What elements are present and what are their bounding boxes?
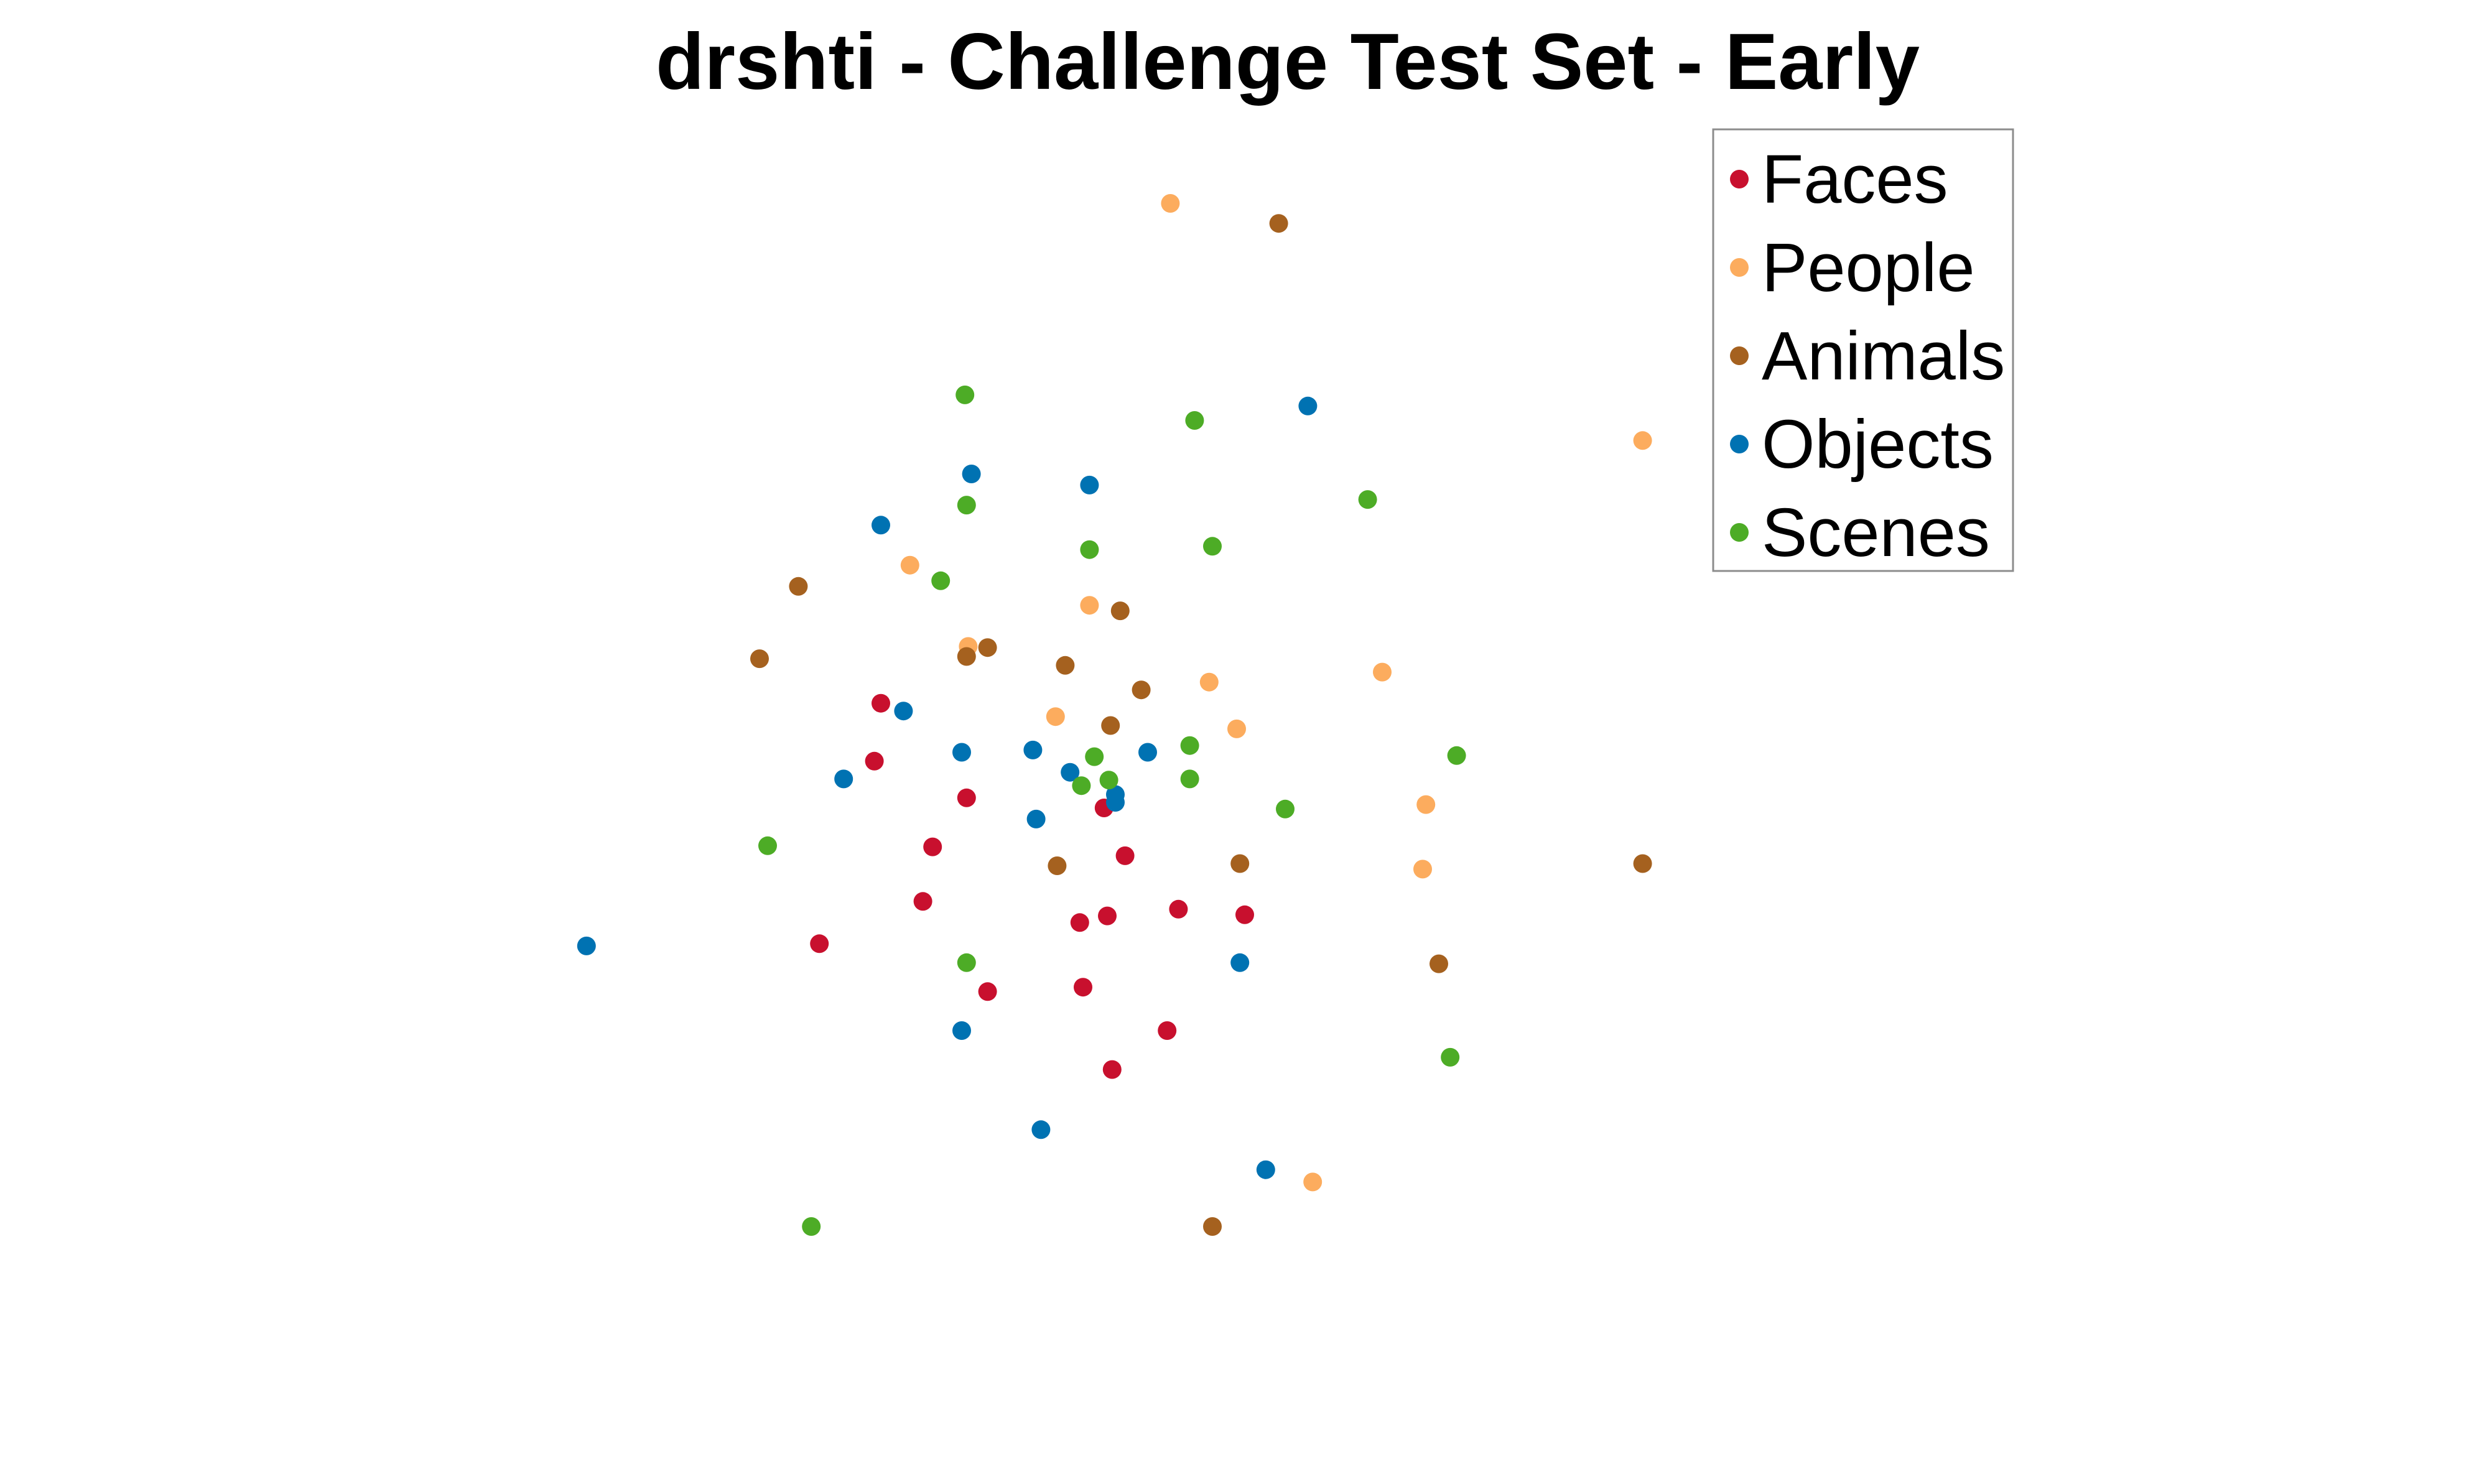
point-faces-3: [923, 837, 942, 856]
point-scenes-10: [1072, 776, 1091, 795]
point-scenes-0: [955, 385, 975, 404]
point-objects-3: [1080, 475, 1099, 494]
point-people-0: [1161, 194, 1180, 213]
point-animals-10: [1230, 854, 1250, 873]
point-scenes-15: [957, 953, 976, 972]
point-scenes-7: [1180, 736, 1199, 755]
point-objects-6: [1023, 740, 1043, 759]
point-objects-8: [834, 769, 853, 789]
point-faces-8: [1070, 913, 1089, 932]
point-objects-13: [577, 936, 596, 955]
point-animals-8: [1101, 716, 1120, 735]
legend-label-faces: Faces: [1762, 141, 1948, 218]
point-faces-14: [1158, 1021, 1177, 1040]
point-animals-4: [957, 647, 976, 666]
point-people-1: [900, 555, 919, 575]
point-faces-15: [1102, 1060, 1122, 1079]
point-faces-13: [1074, 978, 1092, 997]
point-animals-6: [1056, 656, 1075, 675]
point-animals-11: [1633, 854, 1652, 873]
point-scenes-2: [957, 496, 976, 515]
point-faces-9: [1098, 906, 1117, 925]
point-scenes-3: [1358, 490, 1377, 509]
point-faces-0: [872, 693, 890, 713]
legend-label-animals: Animals: [1762, 318, 2005, 394]
point-animals-2: [1110, 601, 1130, 621]
point-faces-11: [1235, 905, 1254, 924]
point-scenes-1: [1185, 411, 1204, 430]
point-people-11: [1303, 1172, 1323, 1192]
point-faces-2: [957, 788, 976, 807]
legend: Faces People Animals Objects Scenes: [1712, 128, 2014, 572]
legend-marker-people: [1730, 258, 1749, 277]
point-faces-12: [978, 982, 997, 1001]
point-objects-2: [872, 516, 890, 535]
point-scenes-4: [931, 571, 951, 590]
legend-marker-animals: [1730, 346, 1749, 365]
point-objects-16: [1031, 1120, 1051, 1139]
point-objects-7: [1061, 763, 1080, 782]
point-objects-4: [894, 702, 913, 721]
point-people-4: [1046, 707, 1065, 726]
point-animals-5: [978, 638, 997, 657]
point-faces-7: [1115, 846, 1135, 865]
point-faces-5: [810, 934, 829, 953]
legend-label-objects: Objects: [1762, 406, 1994, 483]
point-scenes-14: [758, 836, 777, 855]
point-animals-7: [1132, 680, 1151, 700]
point-objects-17: [1256, 1160, 1275, 1179]
chart-title: drshti - Challenge Test Set - Early: [656, 17, 1920, 106]
point-animals-9: [1048, 856, 1067, 875]
point-objects-14: [1230, 953, 1250, 972]
legend-marker-faces: [1730, 170, 1749, 188]
point-scenes-8: [1085, 747, 1104, 766]
point-faces-1: [865, 751, 884, 771]
point-animals-12: [1430, 954, 1448, 973]
point-scenes-9: [1099, 771, 1118, 790]
point-people-7: [1373, 662, 1392, 682]
point-objects-11: [1106, 793, 1125, 812]
point-people-9: [1413, 860, 1432, 879]
point-objects-0: [1298, 396, 1318, 415]
point-scenes-5: [1080, 540, 1099, 559]
point-objects-1: [962, 465, 981, 483]
point-objects-9: [1138, 743, 1157, 762]
point-scenes-16: [1441, 1047, 1460, 1067]
point-faces-4: [913, 892, 932, 911]
legend-box: [1712, 128, 2014, 572]
data-points: [577, 194, 1652, 1236]
point-objects-12: [1026, 809, 1046, 828]
point-objects-15: [952, 1021, 971, 1040]
legend-label-scenes: Scenes: [1762, 494, 1990, 571]
point-people-8: [1416, 795, 1436, 814]
legend-marker-scenes: [1730, 523, 1749, 542]
point-objects-5: [952, 743, 971, 762]
point-scenes-11: [1180, 769, 1199, 789]
legend-marker-objects: [1730, 435, 1749, 453]
point-scenes-6: [1203, 537, 1222, 556]
point-animals-0: [1269, 214, 1288, 233]
point-animals-13: [1203, 1217, 1222, 1236]
point-animals-3: [750, 649, 769, 669]
point-people-6: [1227, 719, 1246, 738]
point-people-5: [1199, 672, 1219, 692]
legend-label-people: People: [1762, 230, 1975, 306]
point-people-2: [1080, 596, 1099, 615]
point-scenes-12: [1447, 746, 1466, 765]
point-animals-1: [789, 577, 808, 596]
point-people-10: [1633, 431, 1652, 450]
point-scenes-13: [1276, 799, 1295, 819]
point-scenes-17: [802, 1217, 821, 1236]
point-faces-10: [1169, 899, 1188, 919]
